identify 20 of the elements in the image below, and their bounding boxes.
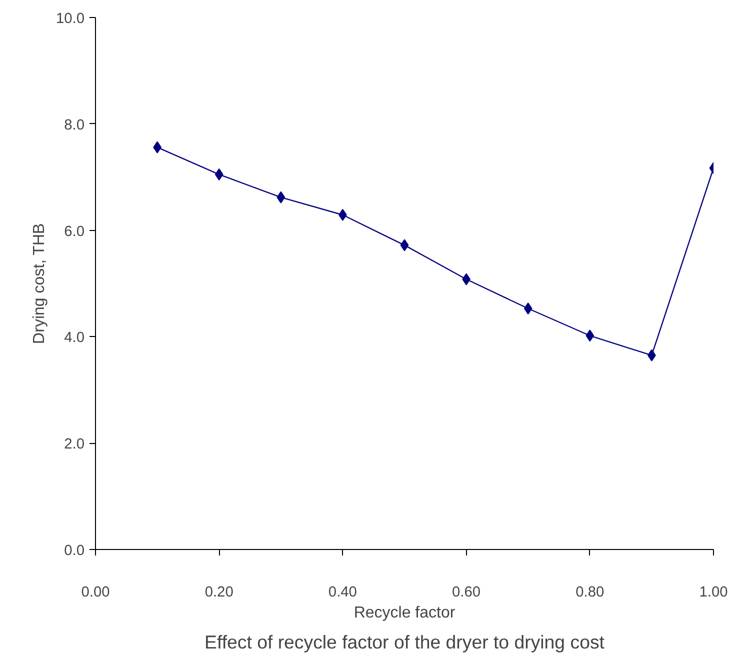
point [586, 330, 594, 342]
x-tick-label: 0.40 [328, 584, 357, 600]
y-tick-label: 2.0 [64, 436, 84, 453]
x-tick-label: 1.00 [699, 584, 728, 600]
point [214, 168, 224, 180]
y-tick-label: 4.0 [64, 330, 84, 346]
text: Effect of recycle factor of the dryer to drying cost [204, 632, 606, 652]
y-tick-label: 6.0 [64, 224, 84, 240]
x-tick-label: 0.20 [204, 584, 234, 600]
x-axis-title: Recycle factor [354, 604, 456, 622]
y-axis-title: Drying cost, THB [30, 223, 48, 344]
x-tick-label: 0.00 [81, 584, 110, 600]
x-tick-label: 0.60 [452, 584, 481, 600]
y-tick-label: 10.0 [56, 11, 85, 27]
x-tick-label: 0.80 [576, 584, 604, 600]
y-tick-label: 8.0 [64, 117, 84, 134]
y-tick-label: 0.0 [64, 543, 84, 559]
point [400, 239, 409, 252]
point [524, 302, 532, 315]
point [276, 191, 286, 204]
